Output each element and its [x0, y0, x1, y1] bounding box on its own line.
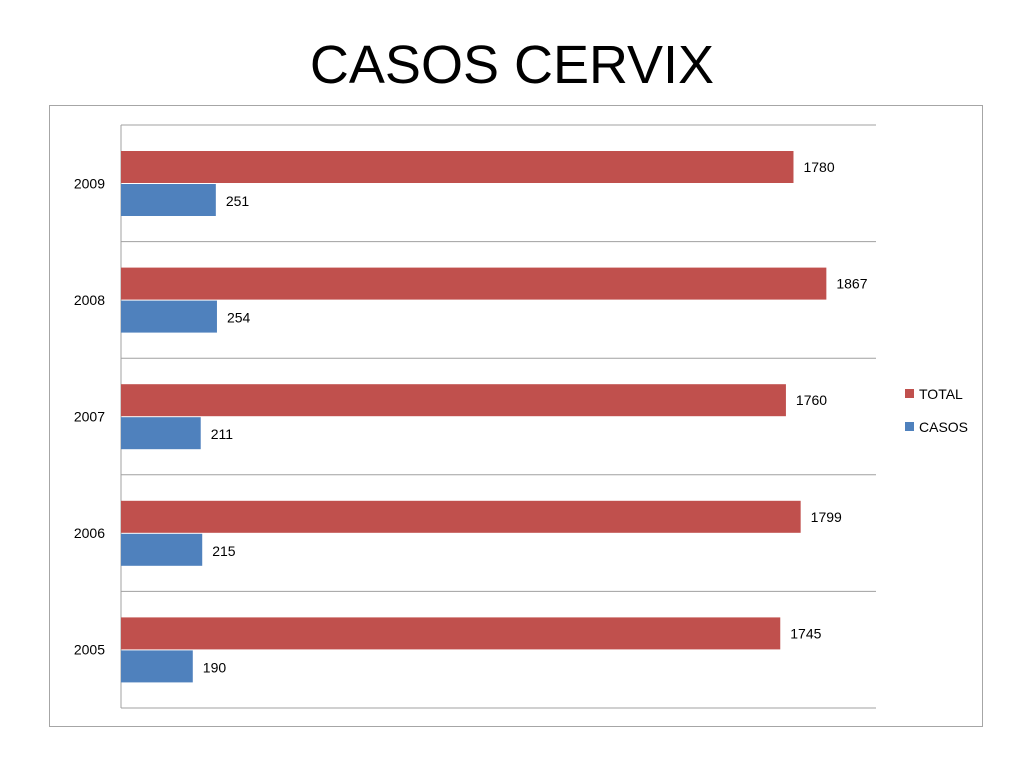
bar-casos	[121, 300, 217, 333]
data-label: 1760	[796, 392, 827, 408]
category-label: 2005	[74, 642, 105, 658]
data-label: 211	[211, 426, 234, 442]
data-label: 215	[212, 543, 236, 559]
category-label: 2006	[74, 525, 105, 541]
bar-chart: 2009 1780 251 2008 1867 254 2007 1760 211 2006 179…	[74, 124, 968, 709]
legend-label: TOTAL	[919, 386, 963, 402]
bar-total	[121, 617, 781, 650]
legend-swatch-total	[905, 389, 914, 398]
category-label: 2007	[74, 409, 105, 425]
bar-total	[121, 267, 827, 300]
legend-label: CASOS	[919, 419, 968, 435]
legend-swatch-casos	[905, 422, 914, 431]
bar-casos	[121, 184, 216, 216]
bar-casos	[121, 417, 201, 450]
data-label: 190	[203, 659, 227, 675]
category-label: 2009	[74, 175, 105, 191]
data-label: 251	[226, 193, 250, 209]
bar-total	[121, 500, 801, 533]
data-label: 1745	[790, 625, 821, 641]
data-label: 1867	[836, 276, 867, 292]
bar-total	[121, 384, 786, 417]
chart-frame: 2009 1780 251 2008 1867 254 2007 1760 211 2006 179…	[49, 105, 983, 727]
bar-casos	[121, 533, 203, 566]
data-label: 1799	[811, 509, 842, 525]
bar-casos	[121, 650, 193, 683]
slide-title: CASOS CERVIX	[309, 35, 715, 95]
data-label: 254	[227, 310, 251, 326]
data-label: 1780	[803, 159, 834, 175]
bar-total	[121, 151, 794, 183]
category-label: 2008	[74, 292, 105, 308]
